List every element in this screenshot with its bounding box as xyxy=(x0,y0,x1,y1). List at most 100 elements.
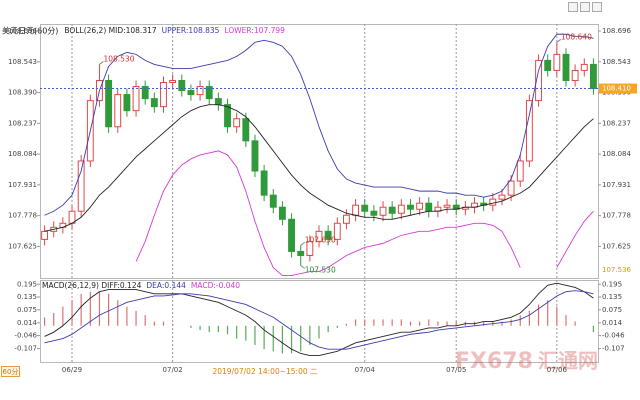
candle-body xyxy=(141,86,149,100)
y-tick-label-left: 108.084 xyxy=(8,150,37,158)
last-price-label: 108.410 xyxy=(602,85,631,93)
candle-body xyxy=(379,206,387,216)
macd-line xyxy=(44,282,594,357)
annotation-label: 108.640 xyxy=(561,32,592,41)
x-tick-label: 07/05 xyxy=(446,366,466,374)
annotation-marker xyxy=(300,265,306,269)
candle-body xyxy=(333,222,341,240)
candle-body xyxy=(525,100,533,162)
candle-body xyxy=(269,194,277,208)
y-tick-label-right: 107.931 xyxy=(602,181,631,189)
watermark-cjk: 汇通网 xyxy=(538,349,598,373)
y-tick-label-left: 108.390 xyxy=(8,89,37,97)
candle-body xyxy=(489,198,497,206)
candle-body xyxy=(361,204,369,212)
candle-body xyxy=(196,86,204,96)
candle-body xyxy=(571,69,579,82)
candle-body xyxy=(388,206,396,214)
maximize-button[interactable] xyxy=(580,2,590,12)
period-button[interactable] xyxy=(1,366,20,377)
candle-body xyxy=(214,98,222,106)
candle-body xyxy=(407,204,414,210)
right-note: 107.536 xyxy=(602,266,631,274)
y-tick-label-right: -0.046 xyxy=(602,332,625,340)
y-tick-label-left: 0.014 xyxy=(17,319,38,327)
indicator-label: DEA:0.144 xyxy=(146,281,186,290)
annotation-marker xyxy=(556,38,562,43)
macd-frame xyxy=(40,280,599,363)
x-tick-label: 07/06 xyxy=(547,366,568,374)
y-tick-label-left: -0.046 xyxy=(14,332,37,340)
candle-body xyxy=(516,160,524,182)
indicator-label: LOWER:107.799 xyxy=(224,26,285,35)
main-frame xyxy=(40,24,599,279)
candle-body xyxy=(315,230,323,242)
candle-body xyxy=(169,80,177,84)
y-tick-label-right: 107.778 xyxy=(602,212,631,220)
indicator-label: BOLL(26,2) MID:108.317 xyxy=(64,26,156,35)
y-tick-label-left: 108.696 xyxy=(8,27,37,35)
close-button[interactable] xyxy=(592,2,602,12)
candle-body xyxy=(123,94,131,112)
annotation-marker xyxy=(99,61,104,65)
candle-body xyxy=(507,180,515,196)
annotation-label: 107.630 xyxy=(305,235,336,244)
candles xyxy=(41,42,597,266)
annotation-label: 107.530 xyxy=(305,266,336,275)
y-tick-label-left: 107.931 xyxy=(8,181,37,189)
candle-body xyxy=(498,194,506,200)
y-tick-label-right: 0.075 xyxy=(602,306,622,314)
candle-body xyxy=(397,204,405,214)
y-tick-label-left: 0.075 xyxy=(17,306,37,314)
y-tick-label-right: 0.195 xyxy=(602,280,622,288)
indicator-label: MACD:-0.040 xyxy=(191,281,240,290)
candle-body xyxy=(562,53,570,82)
candle-body xyxy=(260,170,268,196)
candle-body xyxy=(370,210,378,216)
boll-line xyxy=(44,104,594,232)
chart-title: 美元日元(60分) xyxy=(2,26,58,36)
y-tick-label-right: 108.084 xyxy=(602,150,631,158)
y-tick-label-left: 108.543 xyxy=(8,58,37,66)
candle-body xyxy=(41,230,49,240)
x-tick-label: 06/29 xyxy=(62,366,82,374)
y-tick-label-right: 0.014 xyxy=(602,319,623,327)
y-tick-label-right: 108.237 xyxy=(602,119,631,127)
candle-body xyxy=(278,206,286,220)
y-tick-label-left: 0.195 xyxy=(17,280,37,288)
candle-body xyxy=(150,98,158,108)
candle-body xyxy=(297,250,305,256)
annotation-marker xyxy=(300,242,306,246)
y-tick-label-right: 108.696 xyxy=(602,27,631,35)
candle-body xyxy=(105,80,113,128)
macd-line xyxy=(44,290,594,350)
y-tick-label-left: -0.107 xyxy=(14,345,37,353)
minimize-button[interactable] xyxy=(568,2,578,12)
candle-body xyxy=(132,86,140,112)
candle-body xyxy=(242,118,250,142)
y-tick-label-left: 0.135 xyxy=(17,293,37,301)
candle-body xyxy=(416,202,424,210)
candle-body xyxy=(233,118,241,128)
candle-body xyxy=(114,94,122,128)
histogram xyxy=(43,291,595,354)
y-tick-label-right: 108.543 xyxy=(602,58,631,66)
candle-body xyxy=(324,230,332,240)
candle-body xyxy=(553,53,561,71)
candle-body xyxy=(187,90,195,96)
candle-body xyxy=(544,59,552,71)
candle-body xyxy=(306,240,314,256)
period-label: 60分 xyxy=(3,367,19,376)
boll-line xyxy=(44,33,594,216)
toolbar xyxy=(568,2,602,12)
candle-body xyxy=(160,82,167,108)
last-price-box xyxy=(599,83,637,94)
x-tick-label: 07/04 xyxy=(355,366,376,374)
candle-body xyxy=(535,59,542,102)
candle-body xyxy=(352,204,360,216)
y-tick-label-left: 108.237 xyxy=(8,119,37,127)
y-tick-label-left: 107.778 xyxy=(8,212,37,220)
y-tick-label-right: 107.625 xyxy=(602,242,631,250)
